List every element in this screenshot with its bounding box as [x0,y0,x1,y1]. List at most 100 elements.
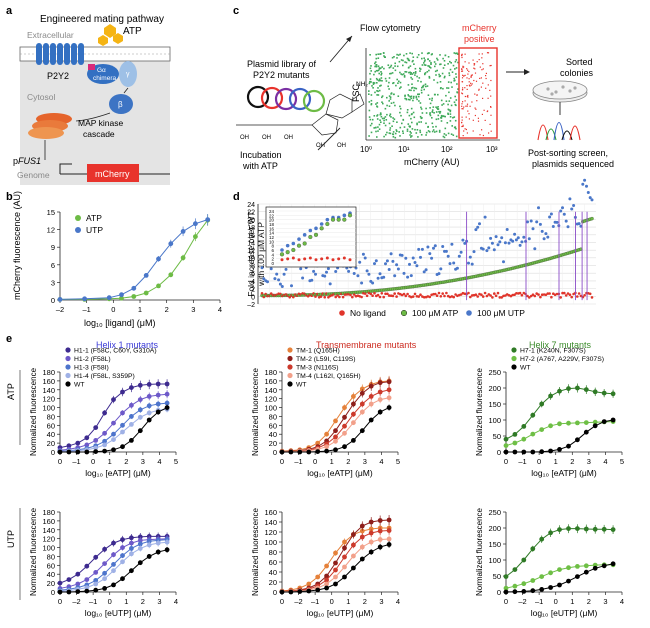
inset-tick-label: 24 [269,209,275,214]
flow-event-green [408,71,410,74]
no-ligand-point [454,293,457,296]
flow-x-axis-label: mCherry (AU) [404,157,460,167]
utp-point [540,229,544,233]
inset-no-ligand-point [291,256,295,260]
data-point [521,449,527,455]
data-point [351,542,356,548]
data-point [102,586,107,591]
utp-point [485,249,489,253]
data-point [566,420,571,426]
data-point [386,517,392,523]
no-ligand-point [529,294,533,298]
flow-event-green [448,72,450,74]
inset-tick-label: 10 [269,239,275,244]
flow-event-red [461,116,463,118]
flow-event-red [482,68,484,70]
sorted-label-2: colonies [560,68,594,78]
y-tick-label: 140 [264,386,277,395]
flow-event-green [454,68,456,70]
data-point [129,402,134,408]
flow-event-green [378,128,381,130]
data-point [102,561,107,566]
data-point [503,443,509,448]
flow-event-green [376,114,379,116]
flow-event-green [372,87,374,89]
flow-event-green [378,78,381,80]
flow-event-green [407,98,410,101]
flow-event-green [455,76,458,78]
flow-event-green [390,72,392,75]
flow-event-green [429,112,431,114]
flow-event-green [452,134,455,136]
mcherry-positive-gate [458,47,498,139]
flow-event-green [397,82,399,84]
flow-event-red [469,85,471,87]
flow-event-green [386,131,388,134]
data-point [120,429,125,435]
flow-event-red [464,53,466,55]
arrow-2 [75,112,111,122]
flow-event-green [404,61,406,63]
flow-event-green [392,82,395,84]
panel-d: d Fold increase over WT with 100 μM ATP … [233,178,596,318]
no-ligand-point [382,295,386,299]
flow-event-green [429,102,432,105]
data-point [93,445,99,451]
flow-event-green [404,71,406,73]
no-ligand-point [371,294,374,298]
flow-event-green [392,133,395,136]
data-point [601,390,607,396]
flow-event-red [490,114,492,116]
flow-event-red [461,81,463,83]
utp-point [588,196,592,200]
data-point [111,540,116,546]
flow-event-green [409,52,411,54]
flow-event-green [371,122,373,125]
no-ligand-point [570,295,573,299]
data-point [93,554,99,560]
y-tick-label: 180 [264,368,277,377]
no-ligand-point [338,295,341,299]
utp-point [527,237,531,241]
data-point [306,581,312,587]
flow-event-red [468,81,470,83]
utp-point [387,268,391,271]
utp-point [498,240,502,244]
data-point [93,570,99,575]
flow-event-green [378,123,381,126]
no-ligand-point [485,294,489,298]
data-point [377,528,383,534]
flow-event-red [478,59,480,61]
flow-event-green [383,52,385,54]
x-tick-label: 1 [554,457,558,466]
data-point [359,428,365,434]
x-tick-label: 4 [603,457,607,466]
flow-event-green [455,127,457,130]
utp-point [581,182,585,186]
y-tick-label: 0 [497,448,501,457]
no-ligand-point [590,296,594,299]
flow-event-green [383,67,385,70]
utp-point [526,220,529,224]
legend-marker [65,372,71,379]
data-point [368,519,374,525]
flow-event-green [428,98,431,100]
utp-point [290,284,293,288]
data-point [111,420,116,426]
x-tick-label: –1 [82,305,90,314]
x-tick-label: 1 [570,597,574,606]
utp-point [468,255,472,259]
flow-event-red [462,87,464,89]
inset-atp-point [342,217,347,222]
flow-event-green [428,69,430,72]
flow-event-green [434,65,436,68]
flow-event-green [431,130,434,133]
y-tick-label: 120 [42,395,55,404]
flow-event-green [411,87,413,89]
data-point [120,389,125,395]
flow-event-green [389,113,392,115]
sequencing-trace-icon [537,121,581,141]
flow-event-green [399,71,401,74]
data-point [75,589,81,594]
inset-tick-label: 2 [271,257,274,262]
